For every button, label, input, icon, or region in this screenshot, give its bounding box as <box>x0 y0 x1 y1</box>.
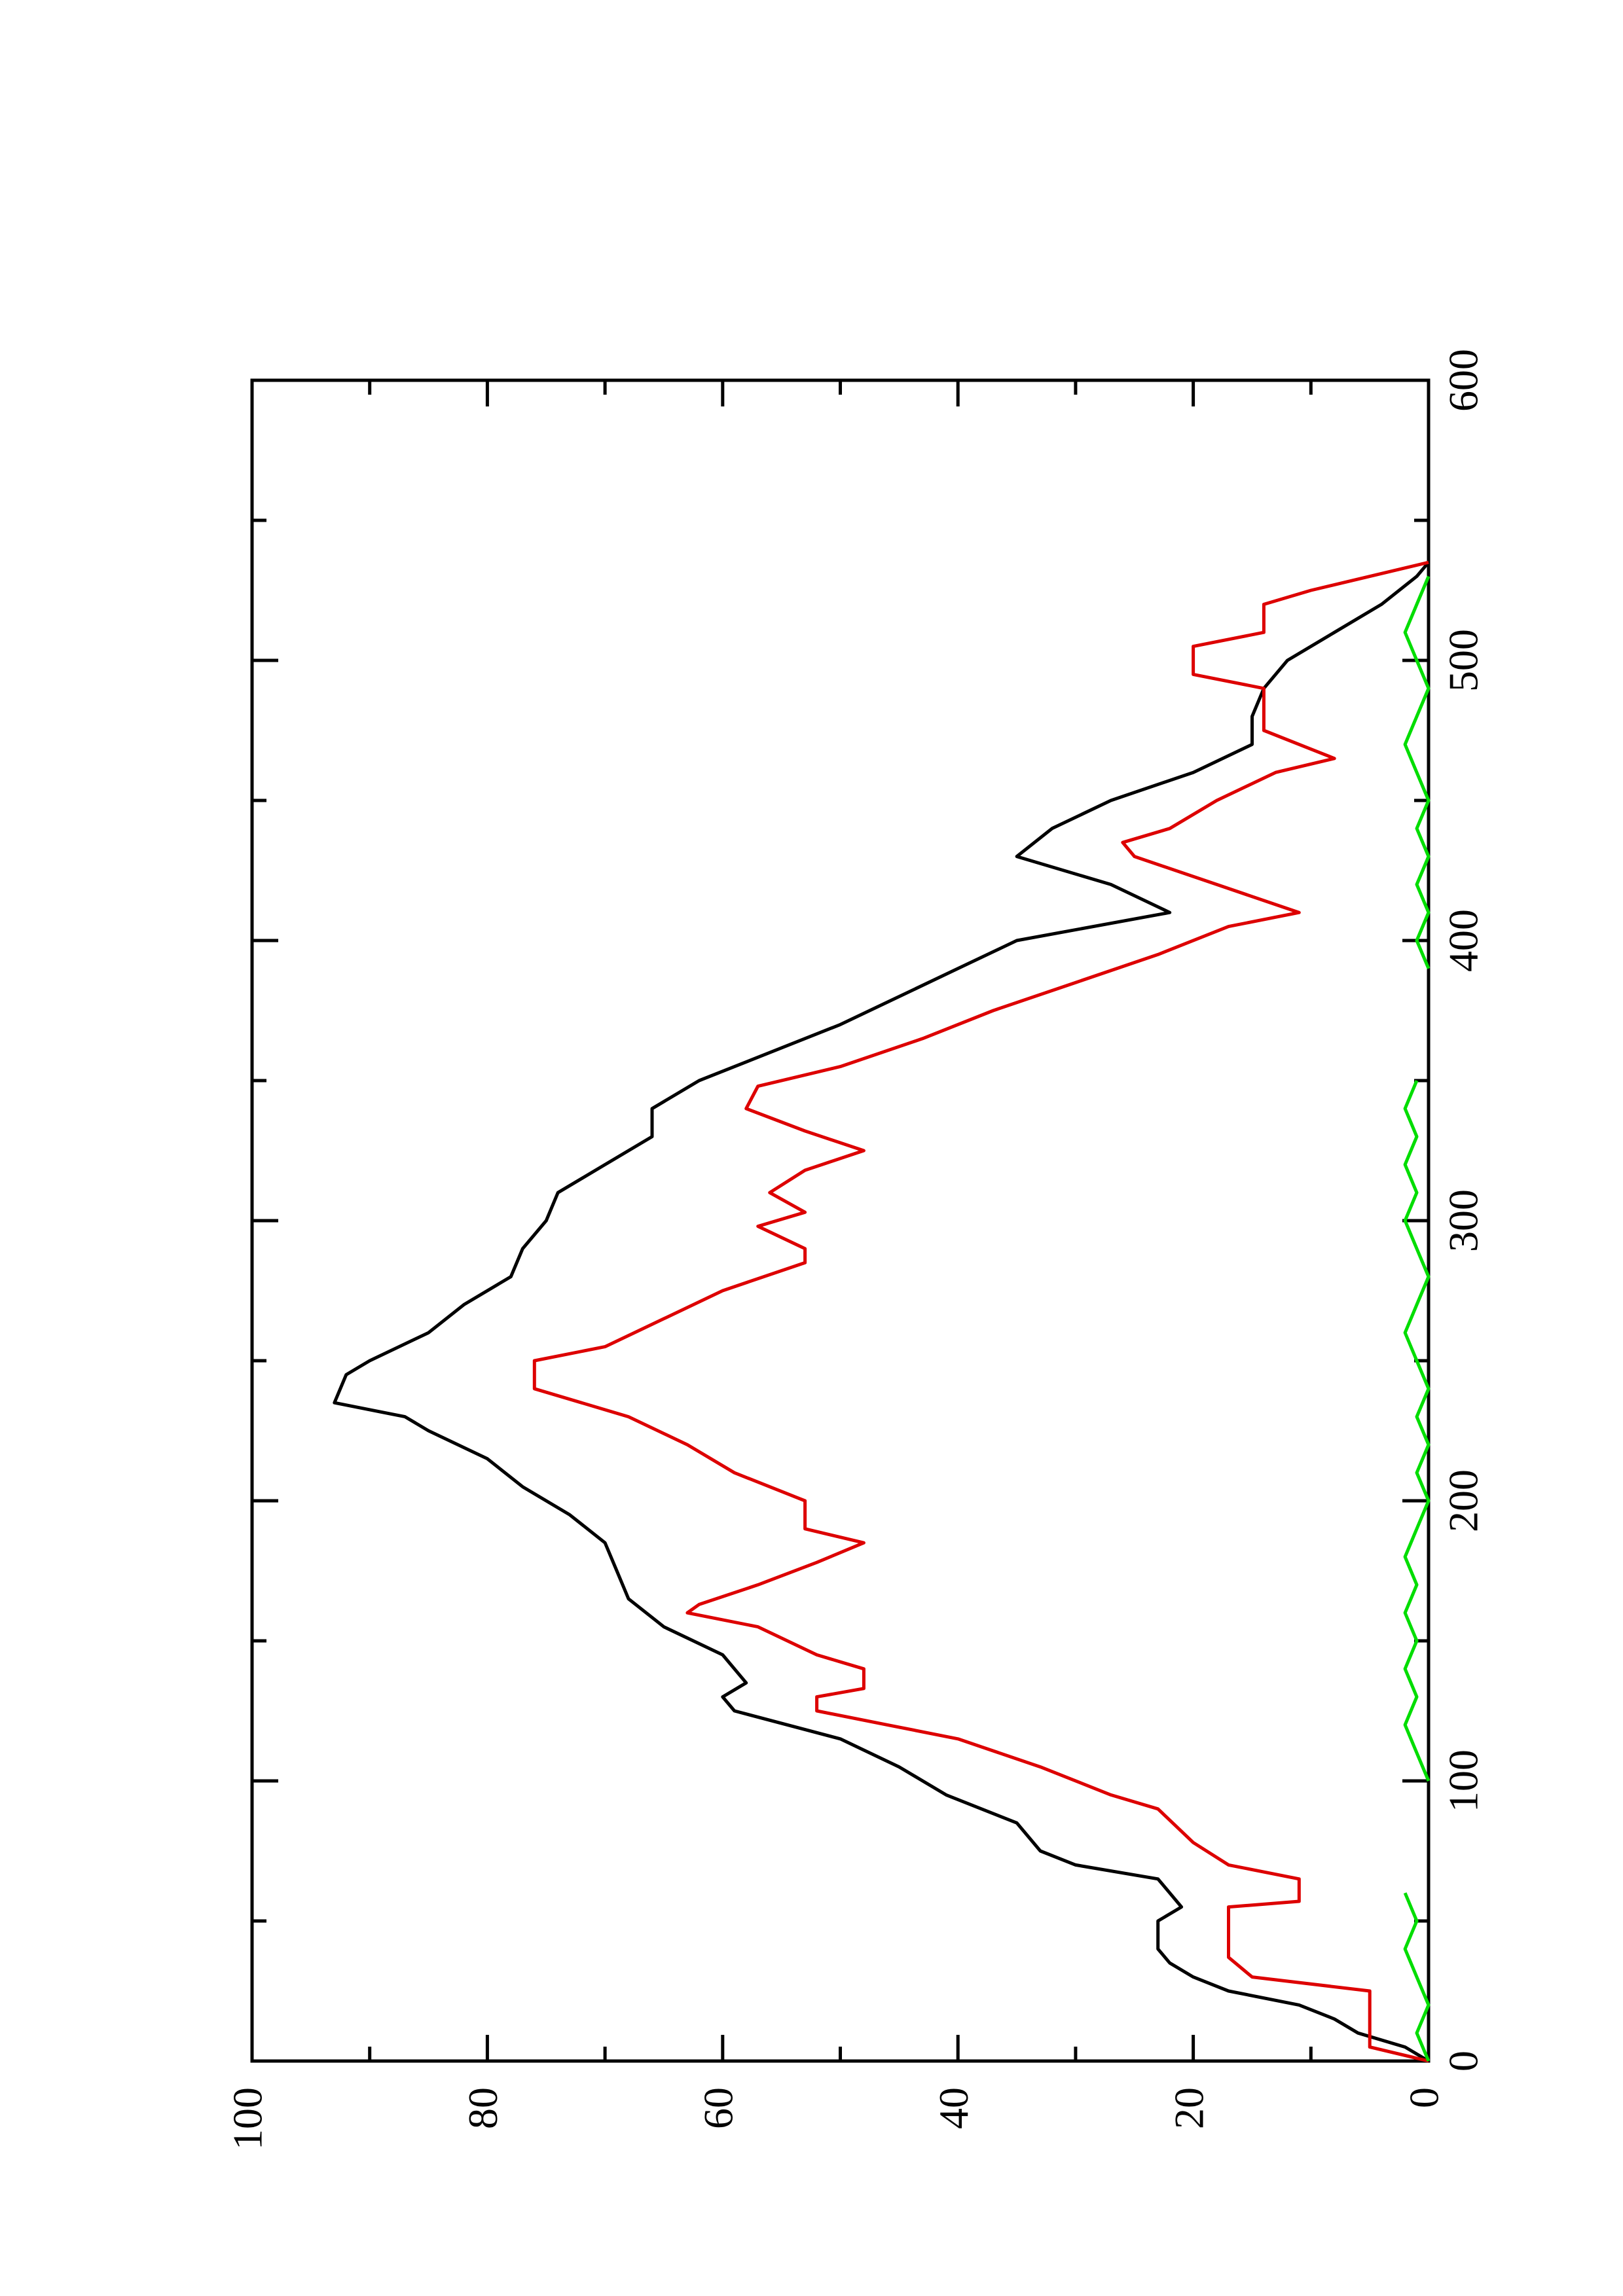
x-tick-label: 300 <box>1440 1189 1487 1252</box>
series-line <box>333 561 1430 2063</box>
x-tick-label: 400 <box>1440 909 1487 972</box>
y-tick-label: 60 <box>695 2087 741 2129</box>
plot-frame <box>250 378 1431 2063</box>
y-tick-label: 80 <box>460 2087 506 2129</box>
x-tick-label: 600 <box>1440 349 1487 412</box>
series-line <box>1403 575 1431 2062</box>
x-tick-label: 200 <box>1440 1469 1487 1532</box>
x-tick-label: 100 <box>1440 1749 1487 1812</box>
series-line <box>532 560 1429 2063</box>
x-tick-label: 0 <box>1440 2051 1487 2072</box>
x-tick-label: 500 <box>1440 629 1487 692</box>
y-tick-label: 0 <box>1401 2087 1448 2108</box>
y-tick-label: 40 <box>930 2087 977 2129</box>
y-tick-label: 100 <box>225 2087 271 2150</box>
y-tick-label: 20 <box>1165 2087 1212 2129</box>
